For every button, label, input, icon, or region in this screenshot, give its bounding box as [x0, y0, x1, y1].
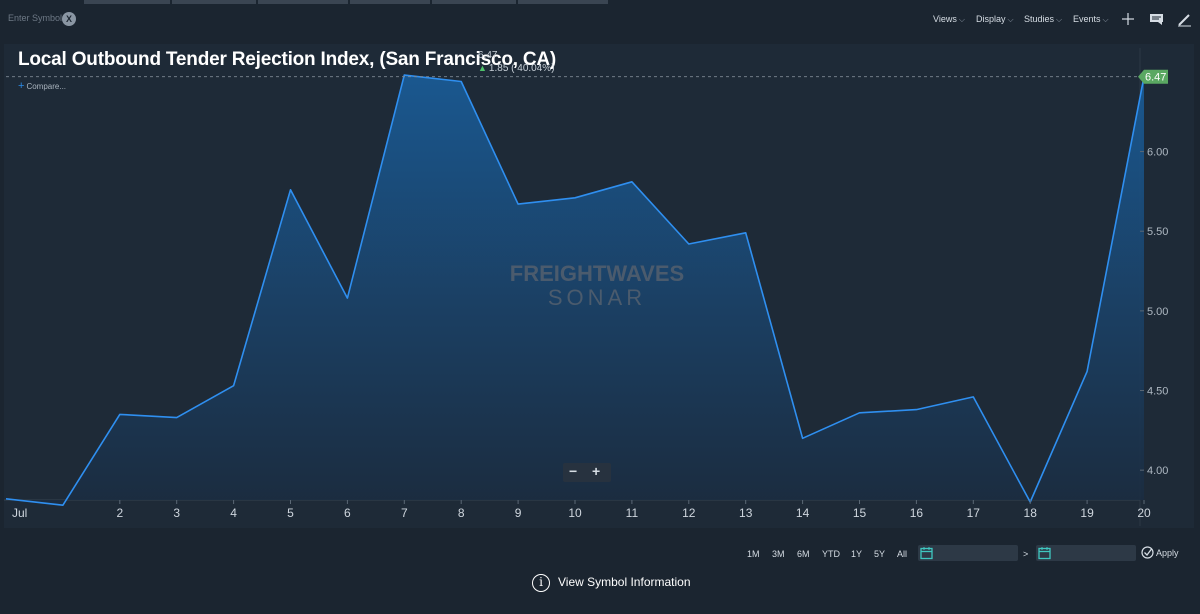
x-tick-label: 11 [626, 506, 639, 520]
range-5y-button[interactable]: 5Y [874, 549, 886, 559]
x-tick-label: 5 [287, 506, 294, 520]
arrow-up-icon: ▲ [478, 63, 487, 73]
info-icon: i [532, 574, 550, 592]
watermark-line-2: SONAR [548, 285, 646, 310]
change-value: ▲ 1.85 ( 40.04%) [478, 63, 555, 74]
chevron-down-icon: ⌵ [1102, 15, 1109, 24]
y-tick-label: 5.00 [1147, 306, 1168, 318]
range-3m-button[interactable]: 3M [772, 549, 785, 559]
menu-studies-label: Studies [1024, 14, 1055, 24]
x-tick-label: 18 [1024, 506, 1038, 520]
date-separator: > [1023, 549, 1029, 559]
x-tick-label: 14 [796, 506, 810, 520]
series-line [5, 74, 1145, 506]
chevron-down-icon: ⌵ [958, 15, 965, 24]
y-tick-label: 4.50 [1147, 386, 1168, 398]
x-tick-label: 6 [344, 506, 351, 520]
x-tick-label: 13 [739, 506, 753, 520]
zoom-in-button[interactable]: + [592, 463, 601, 479]
zoom-out-button[interactable]: − [569, 463, 578, 479]
change-text: 1.85 ( 40.04%) [488, 63, 555, 74]
chevron-down-icon: ⌵ [1056, 15, 1063, 24]
x-tick-label: 17 [967, 506, 981, 520]
tabs-strip [84, 0, 608, 4]
symbol-input[interactable]: Enter Symbol [8, 13, 63, 23]
last-value-tag-label: 6.47 [1145, 72, 1166, 84]
chevron-down-icon: ⌵ [1007, 15, 1014, 24]
x-tick-label: 7 [401, 506, 408, 520]
menu-events-label: Events [1073, 14, 1101, 24]
area-fill [6, 75, 1144, 506]
top-toolbar [0, 0, 1200, 38]
x-tick-label: Jul [12, 506, 27, 520]
apply-label: Apply [1156, 548, 1179, 558]
x-tick-label: 16 [910, 506, 924, 520]
menu-views[interactable]: Views ⌵ [933, 14, 965, 25]
range-all-button[interactable]: All [897, 549, 908, 559]
x-tick-label: 4 [230, 506, 237, 520]
calendar-icon [920, 547, 933, 560]
y-tick-label: 5.50 [1147, 226, 1168, 238]
zoom-controls: − + [563, 463, 611, 482]
menu-events[interactable]: Events ⌵ [1073, 14, 1109, 25]
y-tick-label: 4.00 [1147, 465, 1168, 477]
range-1y-button[interactable]: 1Y [851, 549, 863, 559]
x-tick-label: 8 [458, 506, 465, 520]
start-date-input[interactable] [918, 545, 1018, 561]
x-tick-label: 12 [682, 506, 696, 520]
menu-display[interactable]: Display ⌵ [976, 14, 1014, 25]
x-tick-label: 2 [116, 506, 123, 520]
view-symbol-info-label: View Symbol Information [558, 575, 691, 590]
range-1m-button[interactable]: 1M [747, 549, 760, 559]
end-date-input[interactable] [1036, 545, 1136, 561]
x-tick-label: 19 [1080, 506, 1094, 520]
x-tick-label: 9 [515, 506, 522, 520]
watermark-line-1: FREIGHTWAVES [510, 261, 684, 286]
check-circle-icon [1141, 546, 1154, 559]
apply-button[interactable]: Apply [1141, 546, 1179, 559]
x-tick-label: 20 [1137, 506, 1151, 520]
last-value-tag [1138, 69, 1168, 84]
crosshair-icon[interactable] [1121, 11, 1135, 27]
range-6m-button[interactable]: 6M [797, 549, 810, 559]
x-tick-label: 3 [173, 506, 180, 520]
calendar-icon [1038, 547, 1051, 560]
draw-pencil-icon[interactable] [1176, 11, 1192, 27]
compare-label: Compare... [26, 82, 67, 91]
x-tick-label: 15 [853, 506, 867, 520]
y-tick-label: 6.00 [1147, 147, 1168, 159]
menu-views-label: Views [933, 14, 957, 24]
comment-icon[interactable] [1149, 11, 1165, 27]
last-value: 6.47 [478, 50, 498, 61]
chart-title: Local Outbound Tender Rejection Index, (… [18, 49, 557, 70]
plus-icon: + [18, 80, 25, 92]
range-ytd-button[interactable]: YTD [822, 549, 840, 559]
view-symbol-info-button[interactable]: i View Symbol Information [532, 574, 691, 592]
menu-studies[interactable]: Studies ⌵ [1024, 14, 1062, 25]
compare-button[interactable]: + Compare... [18, 80, 66, 92]
clear-symbol-button[interactable]: X [62, 12, 76, 26]
x-tick-label: 10 [568, 506, 582, 520]
menu-display-label: Display [976, 14, 1006, 24]
